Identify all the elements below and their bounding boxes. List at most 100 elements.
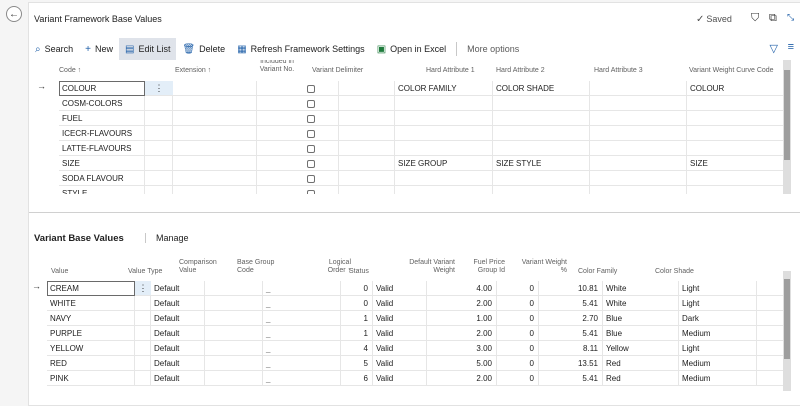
row-actions-icon[interactable]: ⋮ (135, 281, 151, 296)
row-actions-icon[interactable]: ⋮ (145, 81, 173, 96)
family-cell[interactable]: Red (603, 371, 679, 386)
open-in-excel-button[interactable]: ▣ Open in Excel (371, 38, 452, 60)
search-button[interactable]: ⌕ Search (29, 38, 79, 60)
col-header-extension[interactable]: Extension ↑ (175, 67, 212, 74)
table-row[interactable]: PINK Default _ 6 Valid 2.00 0 5.41 Red Medium (29, 371, 785, 386)
empty-cell[interactable] (590, 126, 687, 141)
attr1-cell[interactable] (395, 186, 493, 194)
shade-cell[interactable]: Medium (679, 356, 757, 371)
shade-cell[interactable]: Light (679, 296, 757, 311)
empty-cell[interactable] (205, 296, 263, 311)
weight-cell[interactable]: 2.00 (427, 296, 497, 311)
table-row[interactable]: ICECR-FLAVOURS (29, 126, 785, 141)
more-options-button[interactable]: More options (467, 44, 520, 54)
fuel-cell[interactable]: 0 (497, 281, 539, 296)
code-cell[interactable]: COSM-COLORS (59, 96, 145, 111)
order-cell[interactable]: 0 (341, 281, 373, 296)
code-cell[interactable]: COLOUR (59, 81, 145, 96)
fuel-cell[interactable]: 0 (497, 371, 539, 386)
code-cell[interactable]: FUEL (59, 111, 145, 126)
col-header-value[interactable]: Value (51, 268, 69, 275)
back-button[interactable]: ← (6, 6, 22, 22)
base-cell[interactable]: _ (263, 281, 341, 296)
fuel-cell[interactable]: 0 (497, 296, 539, 311)
empty-cell[interactable] (205, 341, 263, 356)
attr2-cell[interactable] (493, 111, 590, 126)
empty-cell[interactable] (339, 156, 395, 171)
empty-cell[interactable] (205, 281, 263, 296)
value-cell[interactable]: RED (47, 356, 135, 371)
value-cell[interactable]: PURPLE (47, 326, 135, 341)
curve-cell[interactable]: SIZE (687, 156, 785, 171)
weight-cell[interactable]: 2.00 (427, 371, 497, 386)
base-cell[interactable]: _ (263, 326, 341, 341)
family-cell[interactable]: Blue (603, 311, 679, 326)
bottom-grid-scrollbar[interactable] (783, 271, 791, 391)
value-cell[interactable]: NAVY (47, 311, 135, 326)
list-view-icon[interactable]: ≡ (787, 41, 794, 53)
empty-cell[interactable] (590, 156, 687, 171)
table-row[interactable]: YELLOW Default _ 4 Valid 3.00 0 8.11 Yellow Light (29, 341, 785, 356)
col-header-attr2[interactable]: Hard Attribute 2 (496, 67, 545, 74)
status-cell[interactable]: Valid (373, 296, 427, 311)
empty-cell[interactable] (205, 371, 263, 386)
empty-cell[interactable] (173, 156, 257, 171)
attr2-cell[interactable] (493, 126, 590, 141)
weight-cell[interactable]: 1.00 (427, 311, 497, 326)
manage-button[interactable]: Manage (145, 233, 189, 243)
table-row[interactable]: STYLE (29, 186, 785, 194)
empty-cell[interactable] (590, 111, 687, 126)
col-header-attr1[interactable]: Hard Attribute 1 (426, 67, 475, 74)
code-cell[interactable]: STYLE (59, 186, 145, 194)
bookmark-icon[interactable]: ⛉ (751, 12, 760, 24)
refresh-framework-settings-button[interactable]: ▦ Refresh Framework Settings (231, 38, 371, 60)
empty-cell[interactable] (339, 111, 395, 126)
empty-cell[interactable] (757, 296, 785, 311)
order-cell[interactable]: 1 (341, 311, 373, 326)
pct-cell[interactable]: 8.11 (539, 341, 603, 356)
col-header-logical-order[interactable]: Logical Order ↑ (327, 259, 351, 274)
pct-cell[interactable]: 5.41 (539, 371, 603, 386)
value-cell[interactable]: PINK (47, 371, 135, 386)
collapse-icon[interactable]: ⤡ (787, 12, 795, 22)
type-cell[interactable]: Default (151, 326, 205, 341)
table-row[interactable]: PURPLE Default _ 1 Valid 2.00 0 5.41 Blue Medium (29, 326, 785, 341)
type-cell[interactable]: Default (151, 371, 205, 386)
attr2-cell[interactable] (493, 171, 590, 186)
table-row[interactable]: → CREAM ⋮ Default _ 0 Valid 4.00 0 10.81 White Ligh… (29, 281, 785, 296)
empty-cell[interactable] (590, 141, 687, 156)
empty-cell[interactable] (339, 186, 395, 194)
table-row[interactable]: FUEL (29, 111, 785, 126)
col-header-default-weight[interactable]: Default Variant Weight (409, 259, 455, 274)
code-cell[interactable]: ICECR-FLAVOURS (59, 126, 145, 141)
attr2-cell[interactable]: SIZE STYLE (493, 156, 590, 171)
empty-cell[interactable] (590, 186, 687, 194)
order-cell[interactable]: 4 (341, 341, 373, 356)
attr2-cell[interactable] (493, 186, 590, 194)
empty-cell[interactable] (339, 96, 395, 111)
table-row[interactable]: WHITE Default _ 0 Valid 2.00 0 5.41 White Light (29, 296, 785, 311)
bottom-grid-scroll-thumb[interactable] (784, 279, 790, 359)
empty-cell[interactable] (173, 141, 257, 156)
col-header-comparison[interactable]: Comparison Value (179, 259, 217, 274)
top-grid-scrollbar[interactable] (783, 60, 791, 194)
table-row[interactable]: LATTE-FLAVOURS (29, 141, 785, 156)
col-header-color-shade[interactable]: Color Shade (655, 268, 694, 275)
attr2-cell[interactable]: COLOR SHADE (493, 81, 590, 96)
curve-cell[interactable] (687, 171, 785, 186)
col-header-curve[interactable]: Variant Weight Curve Code (689, 67, 774, 74)
col-header-base-group[interactable]: Base Group Code (237, 259, 275, 274)
attr1-cell[interactable]: SIZE GROUP (395, 156, 493, 171)
filter-icon[interactable]: ▽ (769, 43, 778, 55)
empty-cell[interactable] (757, 371, 785, 386)
attr1-cell[interactable] (395, 96, 493, 111)
empty-cell[interactable] (339, 81, 395, 96)
family-cell[interactable]: Blue (603, 326, 679, 341)
fuel-cell[interactable]: 0 (497, 326, 539, 341)
empty-cell[interactable] (757, 326, 785, 341)
base-cell[interactable]: _ (263, 341, 341, 356)
code-cell[interactable]: LATTE-FLAVOURS (59, 141, 145, 156)
shade-cell[interactable]: Medium (679, 326, 757, 341)
curve-cell[interactable] (687, 96, 785, 111)
empty-cell[interactable] (173, 111, 257, 126)
